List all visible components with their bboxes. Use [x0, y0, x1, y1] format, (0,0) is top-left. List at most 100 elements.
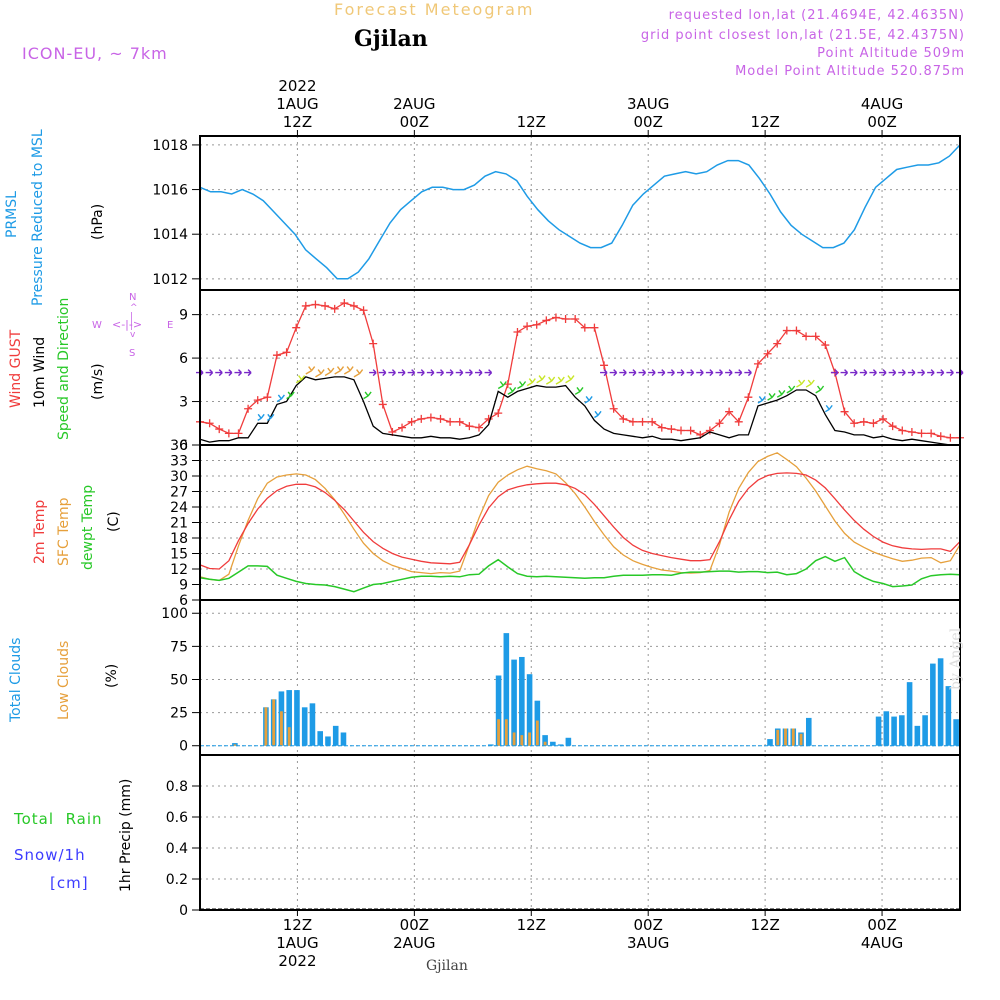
top-time-label: 00Z	[867, 113, 896, 131]
gust-marker	[551, 313, 560, 322]
wind-arrow	[638, 369, 647, 377]
grid-lines	[200, 136, 960, 911]
gust-marker	[859, 417, 868, 426]
wind-arrow	[244, 369, 252, 377]
total-cloud-bar	[503, 633, 510, 746]
bottom-time-label: 12Z	[517, 916, 546, 934]
product-title: Forecast Meteogram	[334, 0, 535, 19]
total-cloud-bar	[891, 716, 897, 746]
top-time-label: 00Z	[634, 113, 663, 131]
gust-marker	[677, 426, 686, 435]
y-tick-label: 1016	[152, 183, 188, 199]
wind-arrow	[536, 375, 546, 384]
wind-arrow	[526, 378, 536, 387]
gust-marker	[927, 429, 936, 438]
gust-marker	[600, 361, 609, 370]
total-cloud-bar	[317, 731, 323, 746]
total-cloud-bar	[557, 744, 564, 746]
precip-axis-label: 1hr Precip (mm)	[118, 778, 134, 892]
gust-marker	[311, 300, 320, 309]
model-label: ICON-EU, ~ 7km	[22, 44, 168, 63]
low-cloud-bar	[520, 735, 524, 746]
total-clouds-label: Total Clouds	[8, 637, 24, 722]
gust-marker	[234, 429, 243, 438]
wind-arrow	[757, 396, 766, 404]
gust-marker	[455, 417, 464, 426]
low-cloud-bar	[280, 711, 283, 746]
low-cloud-bar	[535, 720, 539, 746]
gust-marker	[763, 349, 772, 358]
y-tick-label: 1018	[152, 138, 188, 154]
y-tick-label: 9	[179, 578, 188, 594]
bottom-time-label: 12Z	[283, 916, 312, 934]
wind-arrow	[696, 369, 704, 377]
wind-arrow	[388, 369, 396, 377]
gust-marker	[407, 417, 416, 426]
wind-arrow	[619, 369, 627, 377]
wind-arrow	[407, 369, 416, 377]
wind-arrow	[234, 369, 242, 377]
total-cloud-bar	[488, 744, 494, 746]
watermark: by Angel	[948, 627, 964, 690]
total-cloud-bar	[309, 703, 316, 746]
gust-marker	[571, 314, 580, 323]
low-cloud-bar	[776, 729, 780, 746]
total-cloud-bar	[495, 675, 502, 746]
wind-arrow	[677, 369, 685, 377]
temp-unit-label: (C)	[106, 511, 122, 532]
panel-frame	[199, 135, 961, 291]
wind-arrow	[796, 379, 806, 388]
low-cloud-bar	[233, 744, 237, 746]
wind-arrow	[446, 369, 454, 377]
low-cloud-bar	[497, 719, 500, 746]
top-time-label: 12Z	[750, 113, 779, 131]
gust-marker	[869, 419, 878, 428]
wind-arrow	[888, 369, 897, 377]
low-clouds-label: Low Clouds	[56, 640, 72, 720]
gust-marker	[638, 417, 647, 426]
gust-marker	[628, 417, 637, 426]
y-tick-label: 33	[170, 454, 188, 470]
pressure-unit-label: (hPa)	[90, 203, 106, 240]
wind-arrow	[334, 366, 345, 375]
wind-arrow	[484, 369, 493, 377]
compass-n: N	[129, 292, 137, 303]
wind-line	[199, 376, 960, 446]
snow-unit-label: [cm]	[50, 874, 89, 892]
gust-marker	[667, 425, 676, 434]
wind-arrow	[879, 369, 887, 377]
wind-arrow	[555, 376, 565, 385]
wind-arrow	[295, 375, 306, 384]
compass-e: E	[167, 320, 174, 331]
wind-arrow	[276, 394, 285, 403]
gust-marker	[734, 417, 743, 426]
y-tick-label: 24	[170, 500, 188, 516]
wind-arrow	[600, 369, 608, 377]
gust-marker	[523, 322, 532, 331]
low-cloud-bar	[504, 719, 508, 746]
gust-marker	[349, 301, 358, 310]
y-tick-label: 100	[161, 606, 188, 622]
wind-arrow	[898, 369, 906, 377]
wind-arrow	[628, 369, 637, 377]
gust-marker	[821, 341, 830, 350]
y-tick-label: 0	[179, 739, 188, 755]
y-tick-label: 6	[179, 593, 188, 609]
wind-arrow	[744, 369, 752, 377]
wind-arrow	[545, 376, 556, 385]
total-cloud-bar	[526, 674, 533, 746]
y-tick-label: 36	[170, 438, 188, 454]
wind-arrow	[907, 369, 916, 377]
gust-marker	[253, 396, 262, 405]
sfc-temp-line	[199, 452, 961, 582]
gust-marker	[917, 429, 926, 438]
gust-marker	[513, 328, 522, 337]
wind-arrow	[824, 404, 833, 413]
wind-arrow	[363, 391, 372, 400]
top-time-label: 12Z	[283, 113, 312, 131]
wind-arrow	[917, 369, 926, 377]
wind-arrow	[426, 369, 435, 377]
gust-marker	[888, 422, 897, 431]
y-tick-label: 0	[179, 438, 188, 454]
gust-marker	[850, 419, 859, 428]
